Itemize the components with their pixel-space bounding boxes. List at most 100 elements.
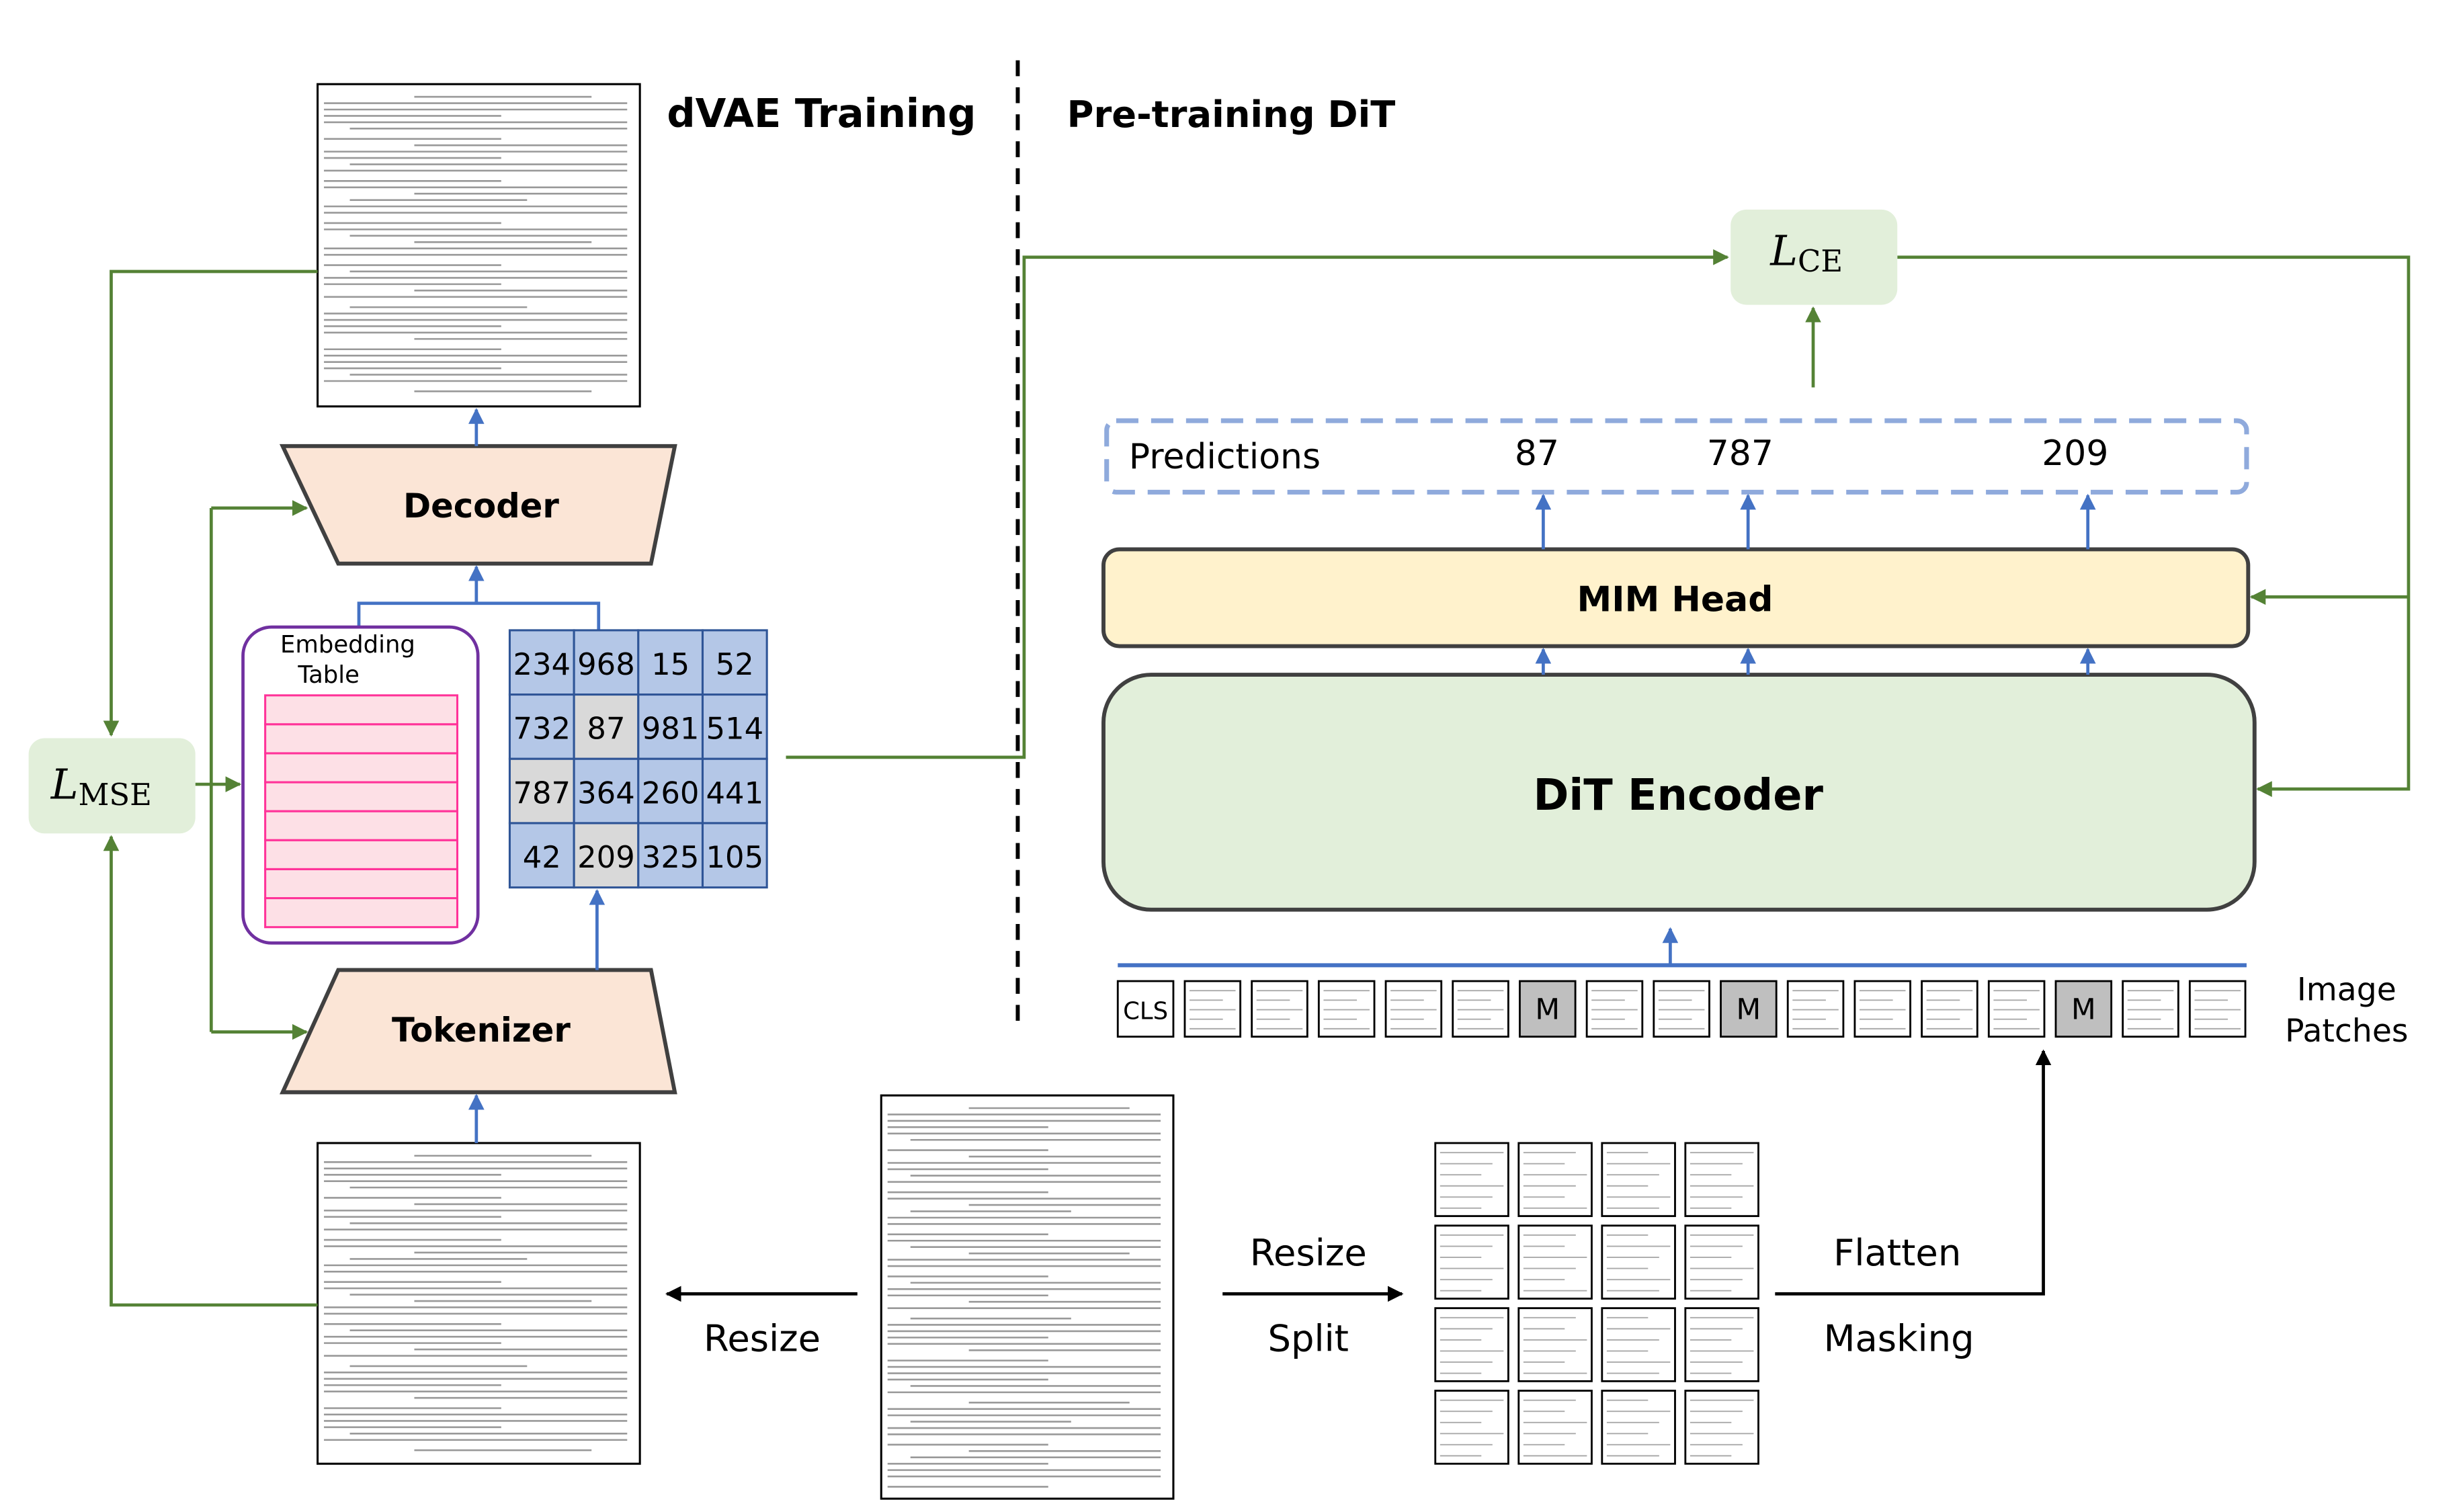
dit-encoder-label: DiT Encoder [1534,771,1824,821]
token-cell-masked [573,694,640,760]
embedding-table: Embedding Table [241,625,480,945]
input-document-image [317,1142,641,1465]
token-id: 234 [513,646,571,682]
image-patch [1653,980,1710,1038]
split-patch [1517,1390,1593,1465]
mim-head-label: MIM Head [1577,580,1774,620]
token-cell-masked [573,822,640,889]
embedding-table-label-line1: Embedding [280,631,415,659]
masked-patch: M [1519,980,1577,1038]
split-patch [1517,1224,1593,1300]
masking-label: Masking [1824,1317,1974,1359]
svg-text:LCE: LCE [1769,228,1843,279]
token-id: 732 [513,711,571,747]
image-patch [1452,980,1509,1038]
embedding-table-label-line2: Table [297,661,360,689]
embedding-row [264,723,459,755]
image-patch [2188,980,2247,1038]
token-cell [701,694,768,760]
image-patches-label-line2: Patches [2285,1013,2408,1050]
split-patch [1601,1142,1676,1218]
split-patch [1434,1142,1509,1218]
svg-text:LMSE: LMSE [50,761,152,812]
dvae-flow-arrows [357,408,606,1143]
token-id: 52 [716,646,754,682]
source-document-image [880,1094,1175,1500]
ce-loss-subscript: CE [1798,243,1843,279]
image-patch [1317,980,1376,1038]
split-patch [1434,1224,1509,1300]
patch-label: M [1535,994,1560,1027]
masked-patch: M [1720,980,1778,1038]
token-id: 209 [577,839,635,875]
token-id: 441 [706,775,763,810]
token-id: 105 [706,839,763,875]
image-patch [1183,980,1242,1038]
token-id: 87 [587,711,625,747]
tokenizer-label: Tokenizer [392,1011,571,1050]
token-id: 787 [513,775,571,810]
token-cell [701,629,768,696]
dit-encoder-block: DiT Encoder [1101,673,2257,912]
split-patch [1601,1307,1676,1382]
embedding-row [264,810,459,841]
prediction-value: 787 [1707,433,1774,474]
token-id: 364 [577,775,635,810]
dvae-training-title: dVAE Training [667,90,976,136]
ce-loss-box: LCE [1730,209,1898,305]
decoder-label: Decoder [403,487,559,526]
pretraining-dit-title: Pre-training DiT [1067,93,1396,136]
embedding-row [264,897,459,929]
token-grid: 234 968 15 52 732 87 981 514 787 364 260 441 42 209 32… [508,629,768,889]
patch-label: M [1737,994,1761,1027]
split-label: Split [1268,1317,1349,1359]
resize-label-left: Resize [704,1317,821,1359]
embedding-row [264,839,459,870]
prediction-value: 209 [2042,433,2108,474]
image-patch [1786,980,1845,1038]
token-cell [637,822,704,889]
resize-label-right: Resize [1250,1232,1367,1274]
image-patch [1853,980,1912,1038]
split-patch [1601,1390,1676,1465]
patch-label: M [2071,994,2096,1027]
image-patch [1251,980,1308,1038]
image-patches-label-line1: Image [2297,971,2396,1008]
image-patch-sequence: CLS M M M [1116,980,2247,1038]
image-patch [2122,980,2179,1038]
cls-token: CLS [1116,980,1175,1038]
token-cell [701,822,768,889]
patch-label: CLS [1123,998,1168,1025]
embedding-row [264,868,459,900]
loss-subscript: MSE [78,777,151,812]
dit-flow-arrows [1118,493,2247,968]
image-patch [1987,980,2046,1038]
image-patch [1585,980,1644,1038]
mim-head-block: MIM Head [1101,547,2251,648]
token-id: 15 [651,646,690,682]
token-id: 260 [642,775,700,810]
token-cell [508,822,575,889]
predictions-label: Predictions [1129,437,1321,477]
split-patch [1684,1142,1759,1218]
mse-loss-box: LMSE [28,738,196,834]
split-patch [1517,1307,1593,1382]
decoder-block: Decoder [279,444,677,566]
pipeline-arrows [665,1049,2052,1302]
split-patch [1434,1307,1509,1382]
split-patch [1601,1224,1676,1300]
token-id: 514 [706,711,763,747]
ce-loss-connectors [786,249,2411,797]
loss-symbol: L [50,761,79,808]
document-page [317,83,641,408]
token-id: 325 [642,839,700,875]
ce-loss-symbol: L [1769,228,1798,276]
document-page [317,1142,641,1465]
mse-loss-connectors [103,269,318,1307]
split-patch [1684,1307,1759,1382]
prediction-value: 87 [1515,433,1559,474]
split-patch [1684,1390,1759,1465]
split-patch [1684,1224,1759,1300]
image-patch [1921,980,1978,1038]
